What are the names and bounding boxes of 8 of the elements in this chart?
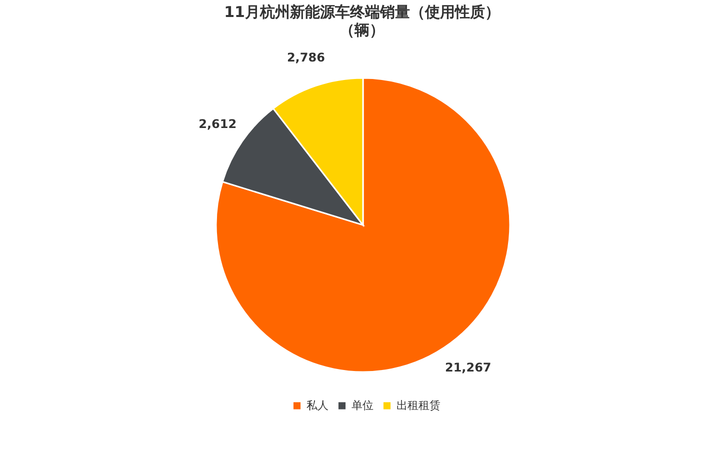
data-label: 2,786 bbox=[286, 50, 325, 64]
chart-subtitle: （辆） bbox=[340, 21, 384, 39]
legend-label: 单位 bbox=[352, 398, 374, 412]
legend-label: 私人 bbox=[306, 398, 328, 412]
chart-title: 11月杭州新能源车终端销量（使用性质） bbox=[224, 3, 500, 21]
data-label: 2,612 bbox=[198, 117, 237, 132]
data-label: 21,267 bbox=[444, 360, 492, 374]
legend-label: 出租租赁 bbox=[396, 398, 440, 412]
